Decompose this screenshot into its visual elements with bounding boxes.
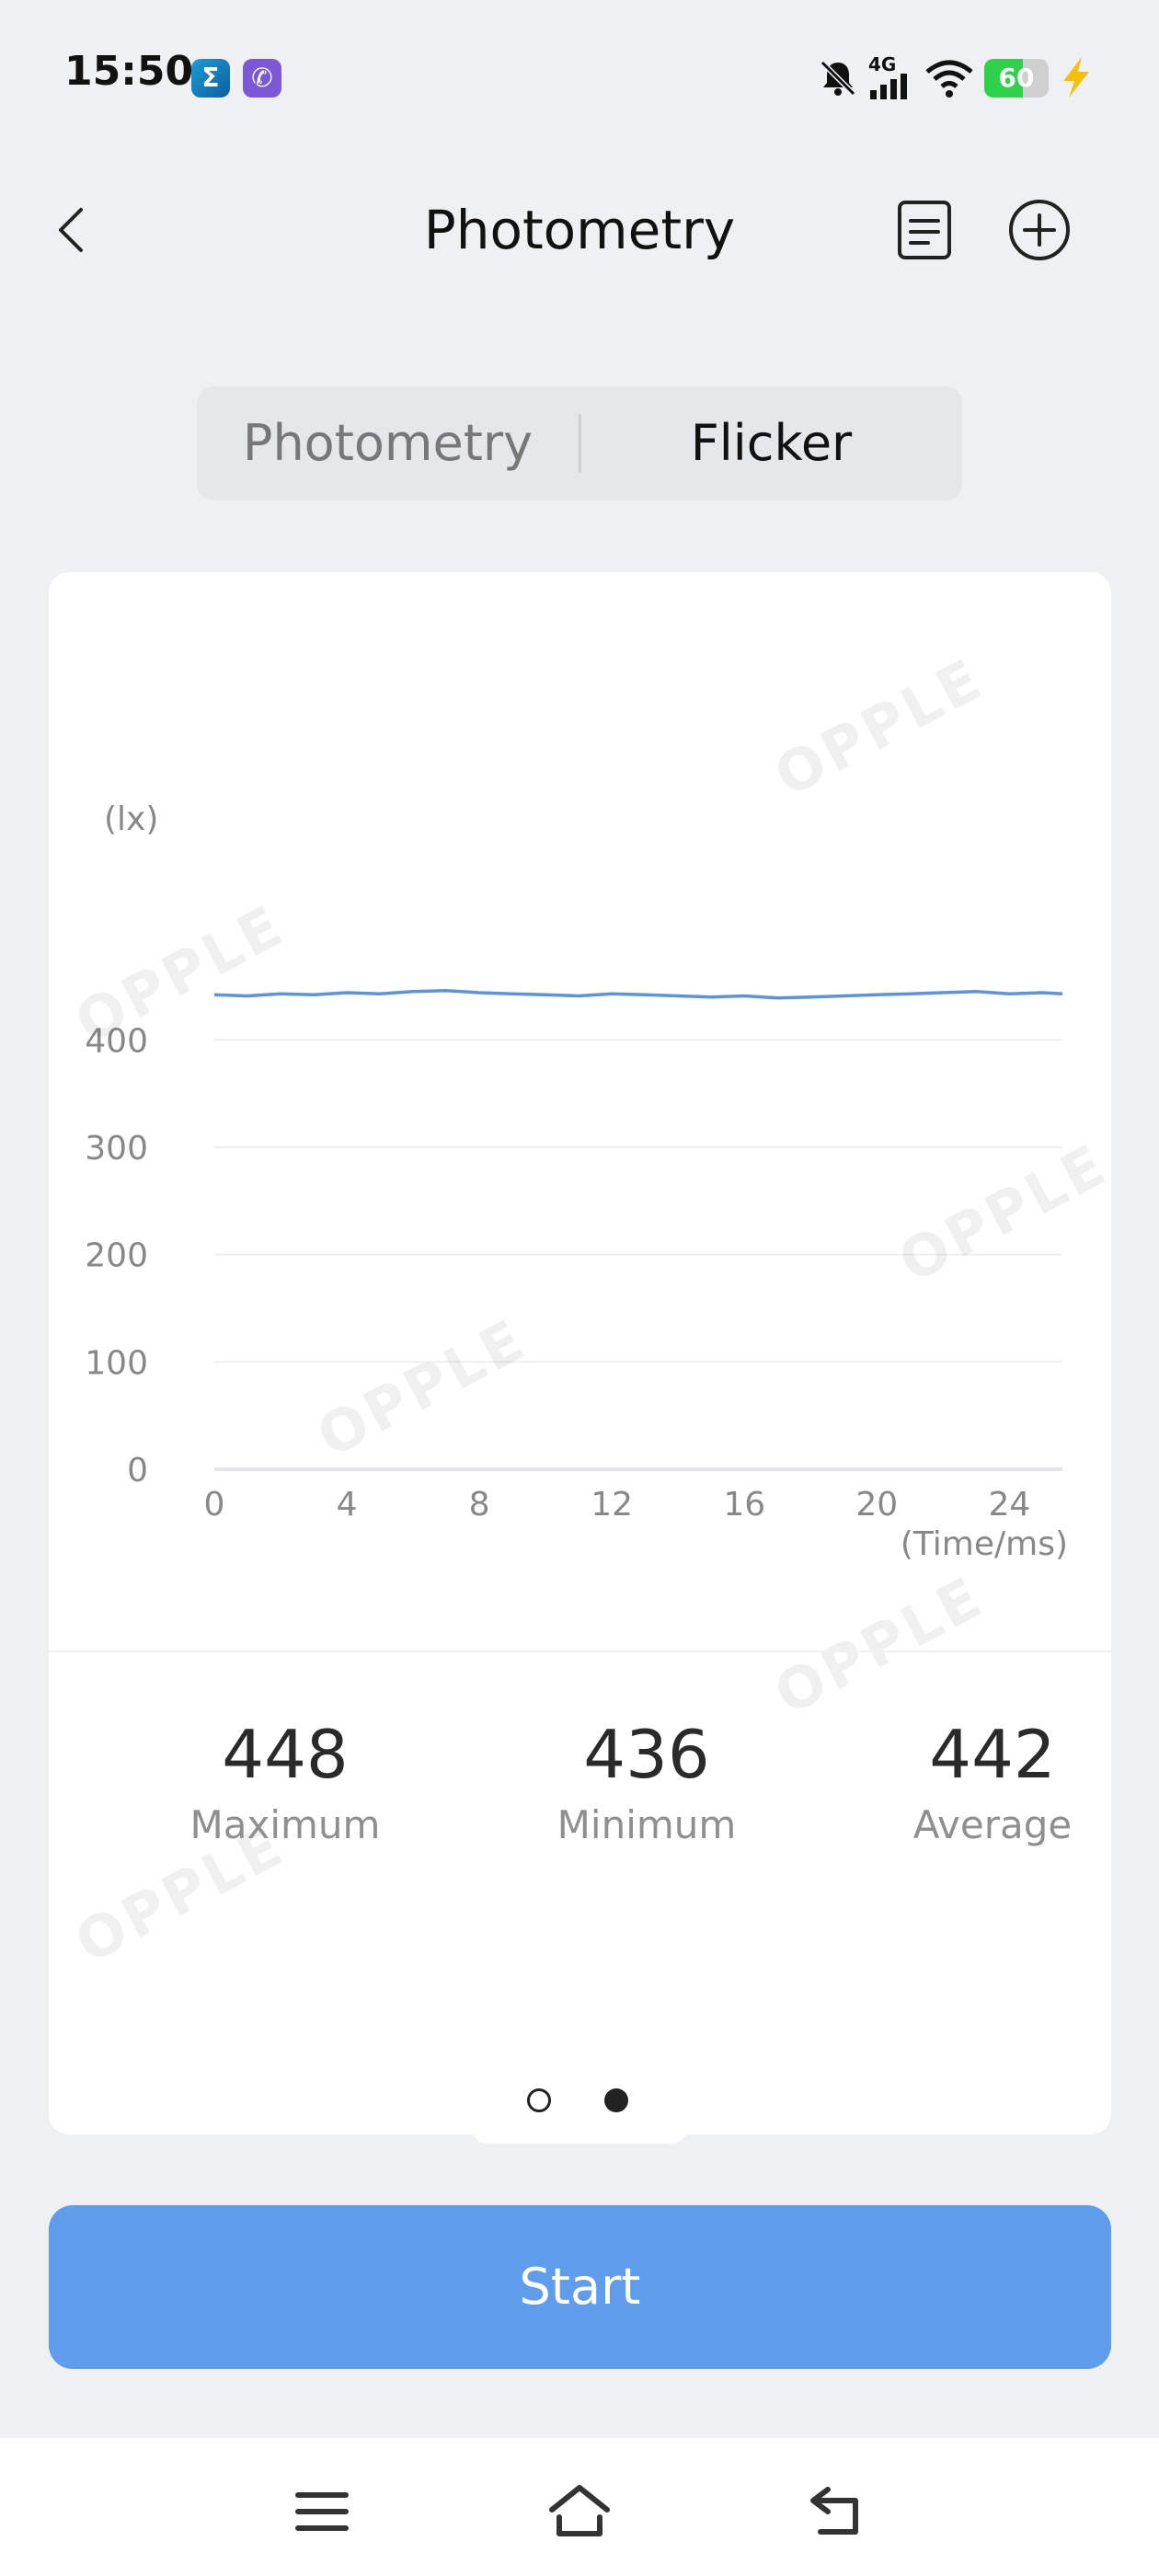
x-axis-label: (Time/ms) <box>901 1525 1068 1563</box>
back-chevron-icon[interactable] <box>37 193 110 267</box>
y-tick-label: 0 <box>127 1452 148 1489</box>
stat-minimum: 436 Minimum <box>481 1713 812 1853</box>
page-indicator <box>49 2081 1111 2118</box>
network-type-label: 4G <box>868 53 897 75</box>
y-tick-label: 200 <box>85 1237 148 1275</box>
menu-icon[interactable] <box>285 2475 359 2548</box>
stat-average: 442 Average <box>827 1713 1111 1853</box>
navigation-bar <box>0 2438 1159 2576</box>
cellular-signal-icon <box>870 74 907 99</box>
stat-average-label: Average <box>912 1802 1073 1847</box>
home-icon[interactable] <box>543 2475 616 2548</box>
y-tick-label: 300 <box>85 1130 148 1167</box>
y-tick-label: 100 <box>85 1344 148 1382</box>
card-tab <box>471 2116 688 2144</box>
page-dot-1[interactable] <box>527 2088 551 2112</box>
x-tick-label: 4 <box>337 1486 358 1524</box>
series-line <box>213 988 1063 1000</box>
status-bar: 15:50 Σ ✆ 4G 60 <box>0 0 1159 156</box>
flicker-card: 0 100 200 300 400 0 4 8 12 16 20 24 (lx) (Time/ms) OP… <box>49 572 1111 2134</box>
bell-muted-icon <box>820 60 856 97</box>
battery-level <box>984 59 1023 98</box>
battery-icon: 60 <box>984 59 1049 98</box>
tab-photometry[interactable]: Photometry <box>242 414 534 472</box>
y-tick-label: 400 <box>85 1022 148 1060</box>
mode-segmented-control: Photometry Flicker <box>197 386 962 500</box>
x-tick-label: 20 <box>855 1486 898 1524</box>
add-circle-icon[interactable] <box>1003 193 1076 267</box>
tab-flicker[interactable]: Flicker <box>690 414 853 472</box>
start-button[interactable]: Start <box>49 2205 1111 2369</box>
x-tick-label: 16 <box>723 1486 765 1524</box>
header: Photometry <box>0 156 1159 304</box>
stat-maximum: 448 Maximum <box>120 1713 451 1853</box>
wifi-icon <box>925 60 973 98</box>
viber-app-icon: ✆ <box>243 59 281 98</box>
back-icon[interactable] <box>800 2475 874 2548</box>
stat-minimum-value: 436 <box>583 1716 710 1793</box>
segment-divider <box>579 414 581 473</box>
page-dot-2[interactable] <box>604 2088 628 2112</box>
x-tick-label: 0 <box>204 1486 225 1524</box>
sigma-app-icon: Σ <box>191 59 230 98</box>
stat-maximum-value: 448 <box>222 1716 349 1793</box>
y-axis-label: (lx) <box>104 800 158 838</box>
status-time: 15:50 <box>64 48 194 95</box>
charging-bolt-icon <box>1063 57 1089 98</box>
stat-maximum-label: Maximum <box>189 1802 381 1847</box>
stat-minimum-label: Minimum <box>557 1802 737 1847</box>
document-list-icon[interactable] <box>888 193 961 267</box>
flicker-chart: 0 100 200 300 400 0 4 8 12 16 20 24 (lx) (Time/ms) <box>85 800 1068 1563</box>
x-tick-label: 8 <box>469 1486 490 1524</box>
battery-percent: 60 <box>998 63 1035 93</box>
stat-average-value: 442 <box>929 1716 1056 1793</box>
x-tick-label: 12 <box>591 1486 633 1524</box>
x-tick-label: 24 <box>988 1486 1030 1524</box>
page-title: Photometry <box>423 199 736 261</box>
stats-divider <box>49 1650 1111 1652</box>
